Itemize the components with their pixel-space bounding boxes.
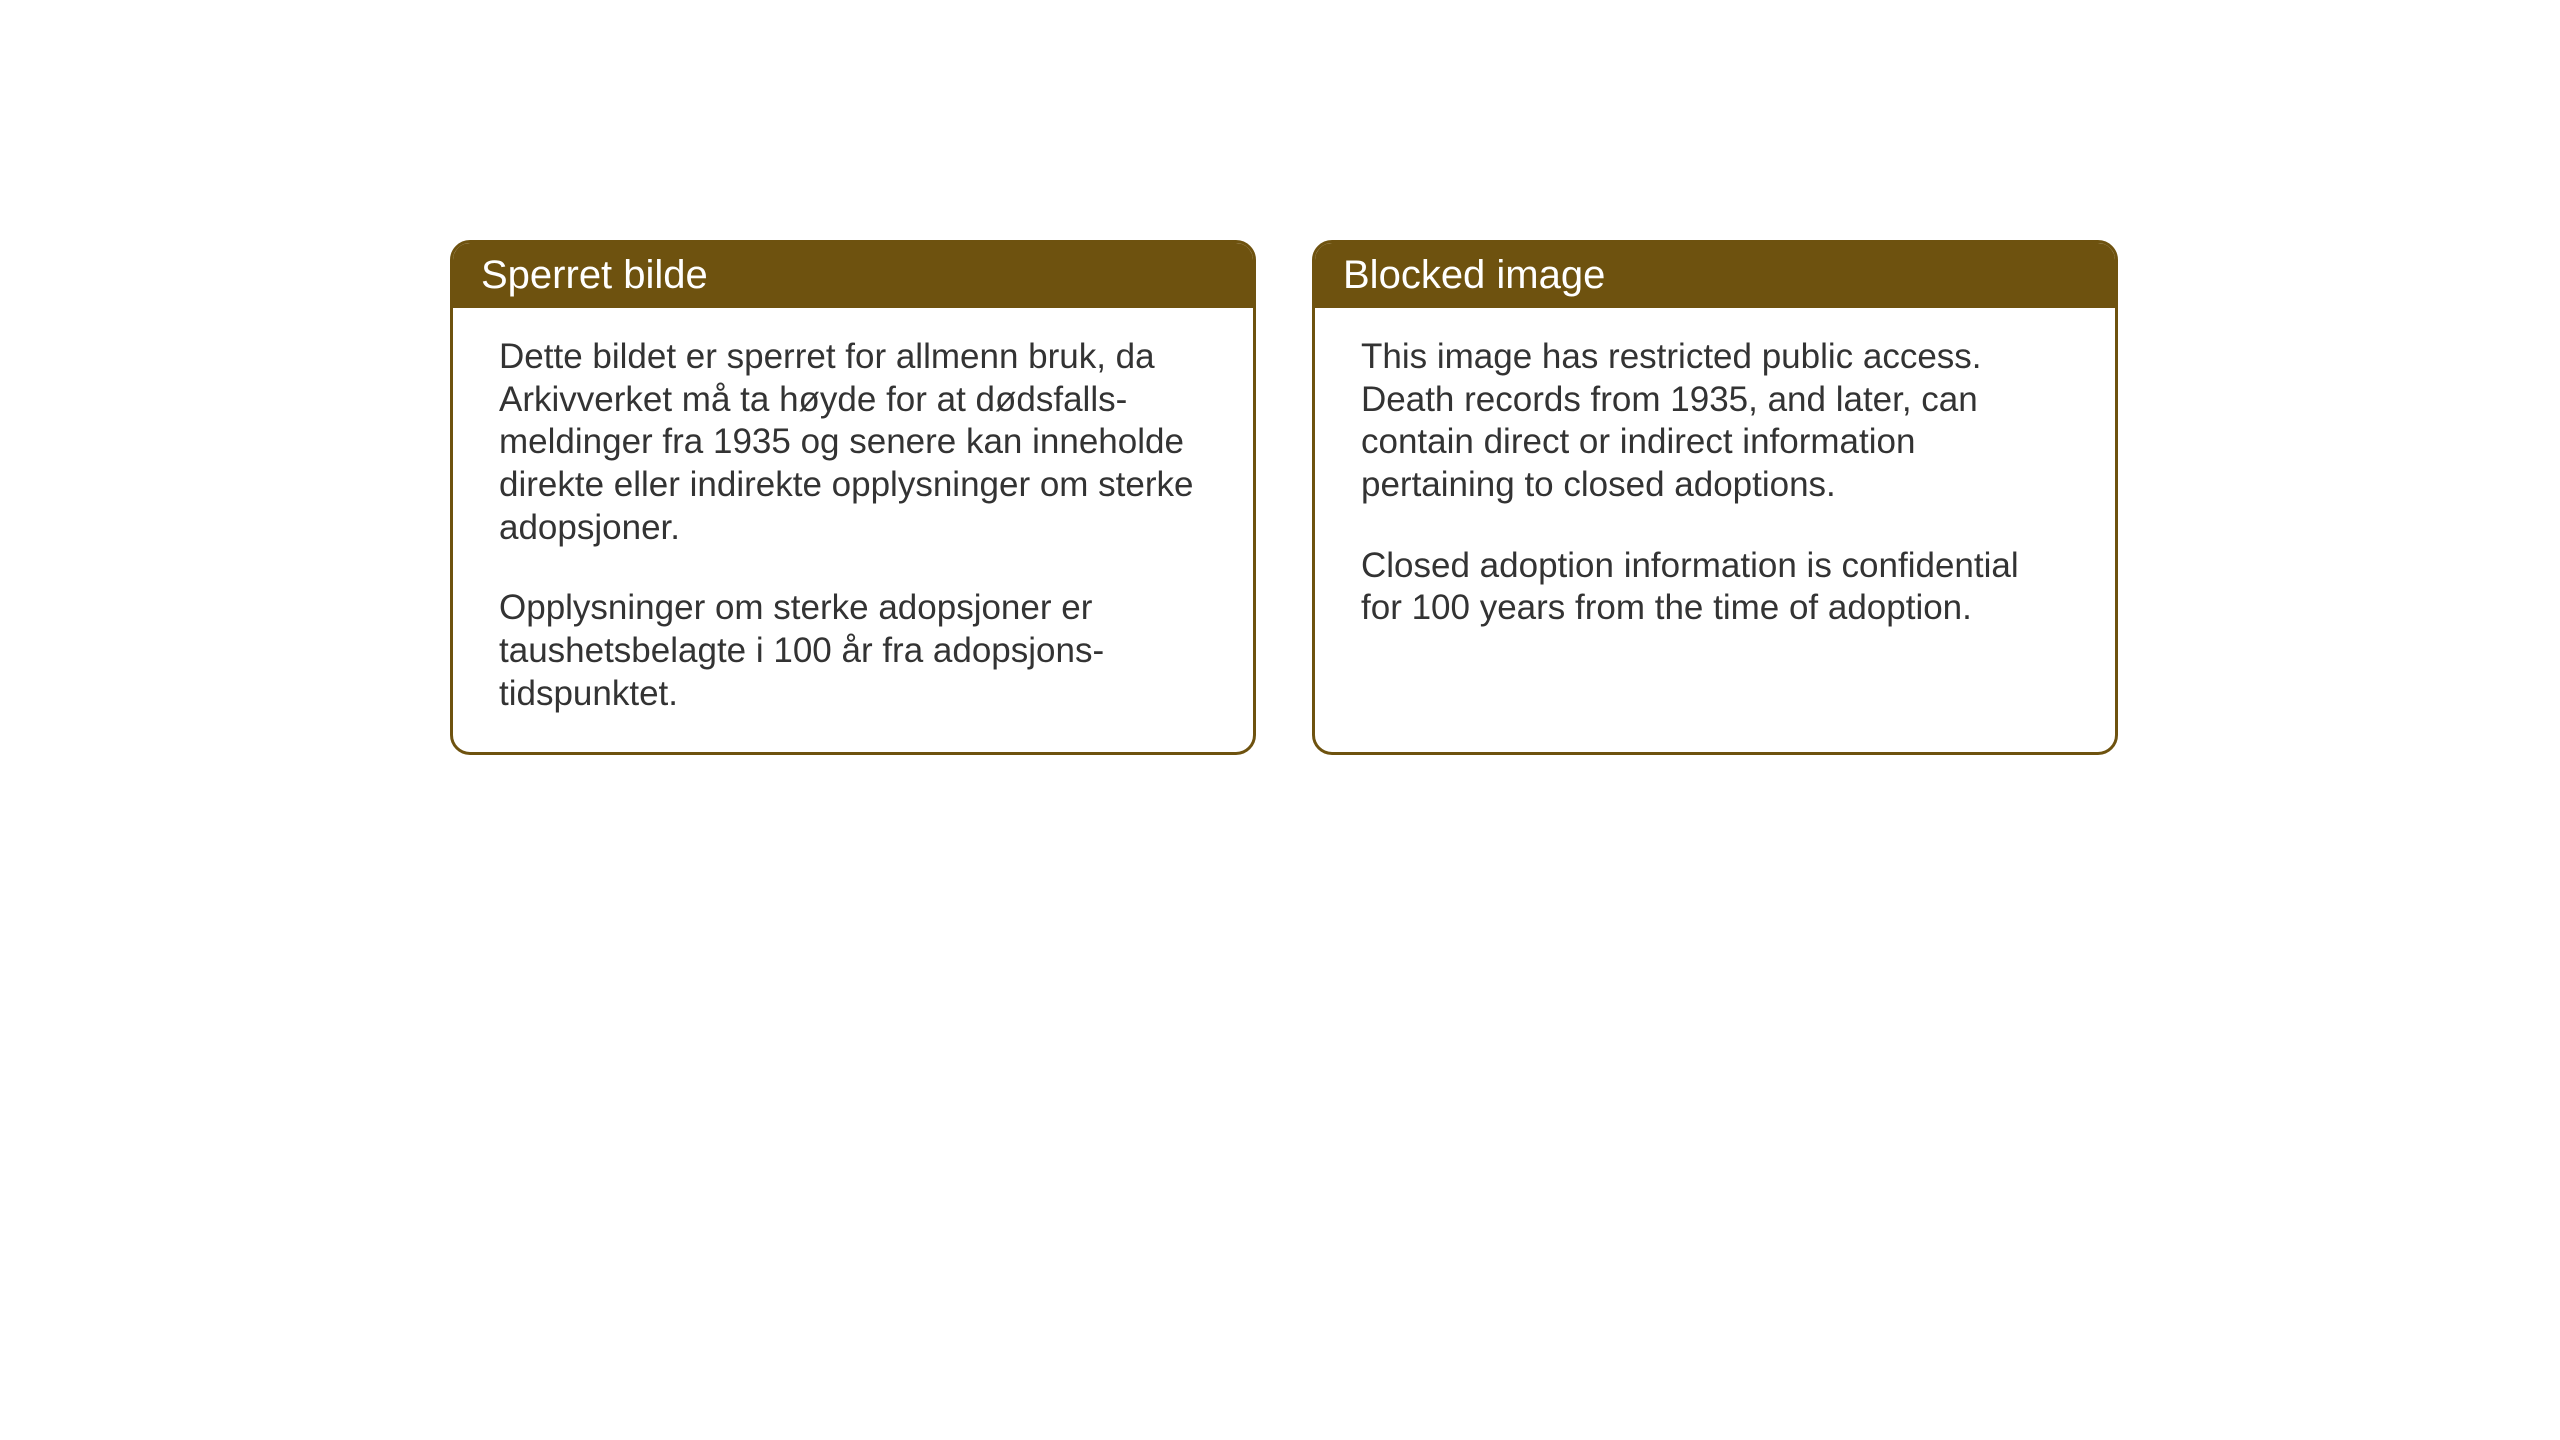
notice-card-english: Blocked image This image has restricted … (1312, 240, 2118, 755)
card-body-english: This image has restricted public access.… (1315, 308, 2115, 746)
card-title: Sperret bilde (481, 253, 708, 297)
paragraph-1: This image has restricted public access.… (1361, 336, 2069, 507)
paragraph-2: Opplysninger om sterke adopsjoner er tau… (499, 587, 1207, 715)
card-body-norwegian: Dette bildet er sperret for allmenn bruk… (453, 308, 1253, 752)
notice-card-norwegian: Sperret bilde Dette bildet er sperret fo… (450, 240, 1256, 755)
card-title: Blocked image (1343, 253, 1605, 297)
notice-container: Sperret bilde Dette bildet er sperret fo… (450, 240, 2118, 755)
card-header-norwegian: Sperret bilde (453, 243, 1253, 308)
paragraph-1: Dette bildet er sperret for allmenn bruk… (499, 336, 1207, 549)
card-header-english: Blocked image (1315, 243, 2115, 308)
paragraph-2: Closed adoption information is confident… (1361, 545, 2069, 630)
